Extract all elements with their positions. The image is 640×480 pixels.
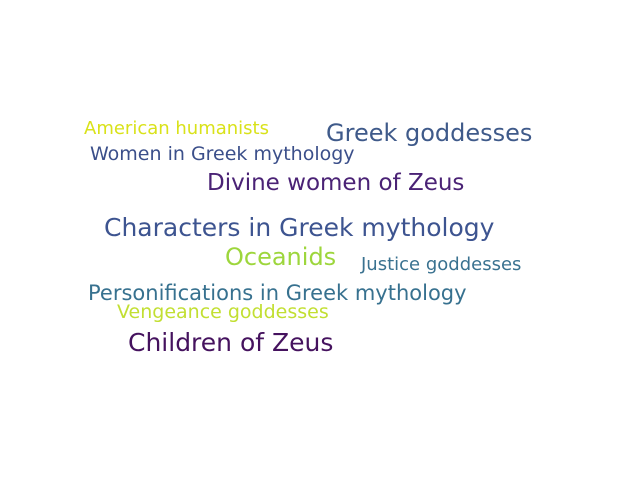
word-children-of-zeus: Children of Zeus — [128, 328, 334, 357]
word-women-in-greek-mythology: Women in Greek mythology — [90, 143, 355, 165]
word-greek-goddesses: Greek goddesses — [326, 119, 533, 147]
word-oceanids: Oceanids — [225, 243, 337, 271]
word-characters-in-greek-mythology: Characters in Greek mythology — [104, 213, 495, 242]
word-personifications-in-greek-mythology: Personifications in Greek mythology — [88, 281, 467, 305]
word-justice-goddesses: Justice goddesses — [361, 254, 522, 275]
word-divine-women-of-zeus: Divine women of Zeus — [207, 170, 465, 196]
word-vengeance-goddesses: Vengeance goddesses — [117, 301, 329, 323]
word-american-humanists: American humanists — [84, 118, 269, 139]
